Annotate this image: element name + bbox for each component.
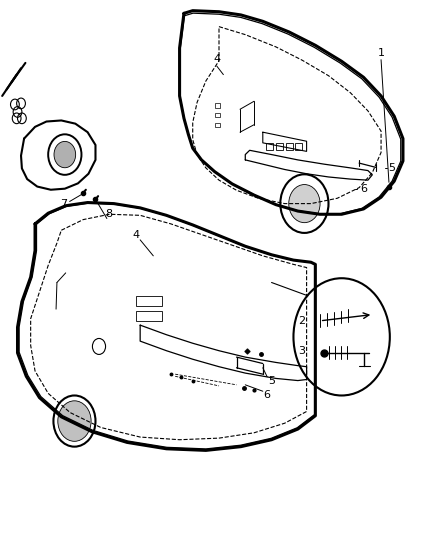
Circle shape: [58, 401, 91, 441]
Bar: [295, 143, 302, 150]
Bar: [136, 296, 162, 306]
Bar: [136, 311, 162, 321]
Text: 8: 8: [105, 209, 112, 219]
Text: 2: 2: [298, 316, 305, 326]
Bar: [215, 103, 220, 108]
Text: 4: 4: [132, 230, 139, 239]
Circle shape: [54, 141, 76, 168]
Circle shape: [289, 184, 320, 223]
Text: 5: 5: [389, 163, 396, 173]
Text: 6: 6: [264, 391, 271, 400]
Bar: [266, 143, 273, 150]
Bar: [276, 143, 283, 150]
Text: 3: 3: [298, 346, 305, 356]
Text: 5: 5: [268, 376, 275, 386]
Text: 1: 1: [378, 49, 385, 58]
Text: 6: 6: [360, 184, 367, 193]
Bar: [215, 123, 220, 127]
Text: 4: 4: [213, 54, 220, 63]
Bar: [215, 113, 220, 117]
Bar: [286, 143, 293, 150]
Text: 7: 7: [60, 199, 67, 208]
